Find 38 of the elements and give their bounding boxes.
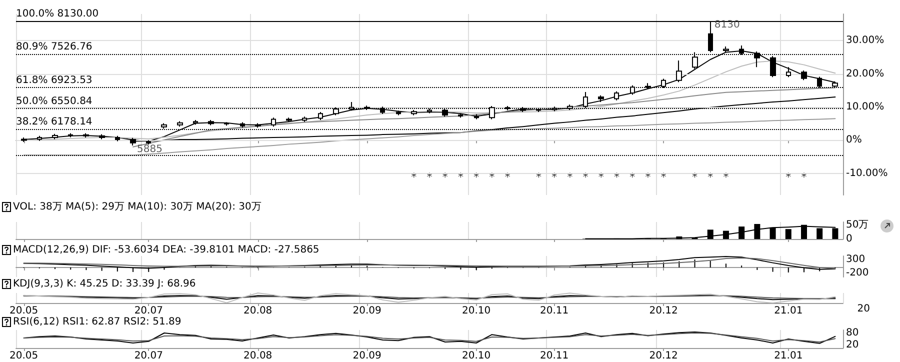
x-tick-label: 20.12 [649,350,678,362]
x-tick-label: 20.08 [244,306,272,316]
y-tick-label: 80 [846,328,859,338]
x-tick-label: 20.10 [462,350,491,362]
y-tick-label: 300 [846,254,866,265]
annotation: 50.0% 6550.84 [16,96,92,108]
x-tick-label: 20.11 [540,350,569,362]
y-tick-label: 0 [846,234,852,244]
y-tick-label: 50万 [846,219,869,230]
x-tick-label: 20.05 [9,350,38,362]
annotation: 100.0% 8130.00 [16,8,99,20]
x-tick-label: 20.07 [134,350,163,362]
x-tick-label: 21.01 [774,350,803,362]
x-tick-label: 20.08 [244,350,272,362]
annotation: 80.9% 7526.76 [16,42,92,53]
y-tick-label: 0% [846,134,862,146]
x-tick-label: 21.01 [774,306,803,316]
x-tick-label: 20.07 [134,306,163,316]
x-tick-label: 20.09 [352,306,382,316]
chart-title: VOL: 38万 MA(5): 29万 MA(10): 30万 MA(20): 30万 [13,202,262,212]
chart-title: KDJ(9,3,3) K: 45.25 D: 33.39 J: 68.96 [13,278,196,290]
x-tick-label: 20.12 [649,306,678,316]
y-tick-label: 10.00% [846,101,884,112]
y-tick-label: 30.00% [846,35,884,46]
annotation: 8130 [714,19,740,30]
chart-title: RSI(6,12) RSI1: 62.87 RSI2: 51.89 [13,316,182,328]
chart-title: MACD(12,26,9) DIF: -53.6034 DEA: -39.8101 MACD: -27.5865 [13,244,320,256]
y-tick-label: 20 [846,340,859,350]
annotation: 61.8% 6923.53 [16,75,92,86]
annotation: 38.2% 6178.14 [16,116,92,128]
y-tick-label: 20.00% [846,68,884,80]
annotation: 5885 [137,144,162,156]
y-tick-label: -10.00% [846,168,888,179]
x-tick-label: 20.11 [540,306,569,316]
x-tick-label: 20.10 [462,306,491,316]
x-tick-label: 20.05 [9,306,38,316]
x-tick-label: 20.09 [352,350,382,362]
y-tick-label: -200 [846,267,869,278]
